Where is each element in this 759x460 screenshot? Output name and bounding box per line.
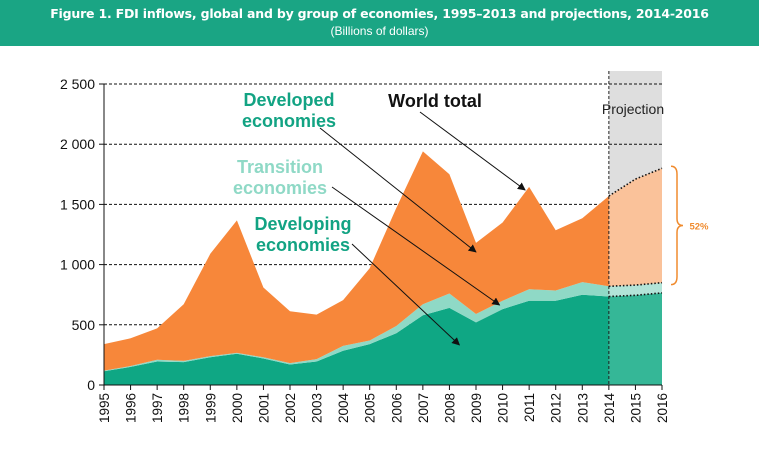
figure-header: Figure 1. FDI inflows, global and by gro…	[0, 0, 759, 46]
x-tick-label: 2010	[496, 393, 511, 423]
growth-percentage-label: 52%	[689, 221, 709, 232]
transition-label-line: Transition	[237, 157, 323, 177]
developed-label-line: economies	[242, 111, 336, 131]
projection-markers: Projection	[602, 71, 684, 385]
developing-label-line: Developing	[254, 214, 351, 234]
world-total-label-arrow	[419, 111, 526, 191]
x-tick-label: 2016	[655, 393, 670, 423]
x-tick-label: 1996	[124, 393, 139, 423]
developed-area-projection	[608, 168, 662, 287]
x-tick-label: 1999	[203, 393, 218, 423]
x-tick-label: 1998	[177, 393, 192, 423]
y-tick-label: 0	[87, 377, 95, 393]
developing-label-arrow	[351, 243, 461, 346]
x-tick-label: 2015	[628, 393, 643, 423]
figure-title: Figure 1. FDI inflows, global and by gro…	[50, 6, 709, 21]
x-tick-label: 2007	[416, 393, 431, 423]
x-tick-label: 2008	[442, 393, 457, 423]
y-tick-labels: 0 500 1 000 1 500 2 000 2 500	[60, 76, 95, 393]
x-tick-label: 2000	[230, 393, 245, 423]
x-tick-label: 2006	[389, 393, 404, 423]
y-tick-label: 1 500	[60, 196, 95, 212]
x-tick-label: 1995	[97, 393, 112, 423]
x-tick-label: 2001	[256, 393, 271, 423]
x-tick-label: 2005	[363, 393, 378, 423]
projection-label: Projection	[602, 101, 664, 117]
developing-area	[104, 294, 609, 385]
x-tick-label: 2012	[549, 393, 564, 423]
y-tick-label: 2 500	[60, 76, 95, 92]
developed-area	[104, 151, 609, 371]
developing-label-line: economies	[256, 235, 350, 255]
x-tick-label: 2014	[602, 393, 617, 424]
x-tick-label: 2003	[310, 393, 325, 423]
x-tick-label: 2002	[283, 393, 298, 423]
figure-subtitle: (Billions of dollars)	[330, 24, 429, 38]
transition-label-arrow	[331, 186, 501, 306]
transition-area-projection	[608, 282, 662, 297]
y-tick-label: 500	[72, 317, 96, 333]
world-total-label-line: World total	[388, 91, 482, 111]
transition-area	[104, 282, 609, 372]
y-tick-label: 2 000	[60, 136, 95, 152]
developing-area-projection	[608, 292, 662, 385]
x-tick-label: 2011	[522, 393, 537, 422]
x-tick-label: 1997	[150, 393, 165, 423]
y-tick-label: 1 000	[60, 257, 95, 273]
axes	[99, 83, 663, 390]
x-tick-label: 2004	[336, 393, 351, 424]
developed-label-arrow	[319, 127, 477, 253]
x-tick-labels: 1995 1996 1997 1998 1999 2000 2001 2002 2003 2004…	[97, 393, 670, 424]
transition-label-line: economies	[233, 178, 327, 198]
growth-bracket	[670, 165, 684, 286]
x-tick-label: 2009	[469, 393, 484, 423]
x-tick-label: 2013	[575, 393, 590, 423]
developed-label-line: Developed	[243, 90, 334, 110]
area-series	[104, 151, 662, 385]
